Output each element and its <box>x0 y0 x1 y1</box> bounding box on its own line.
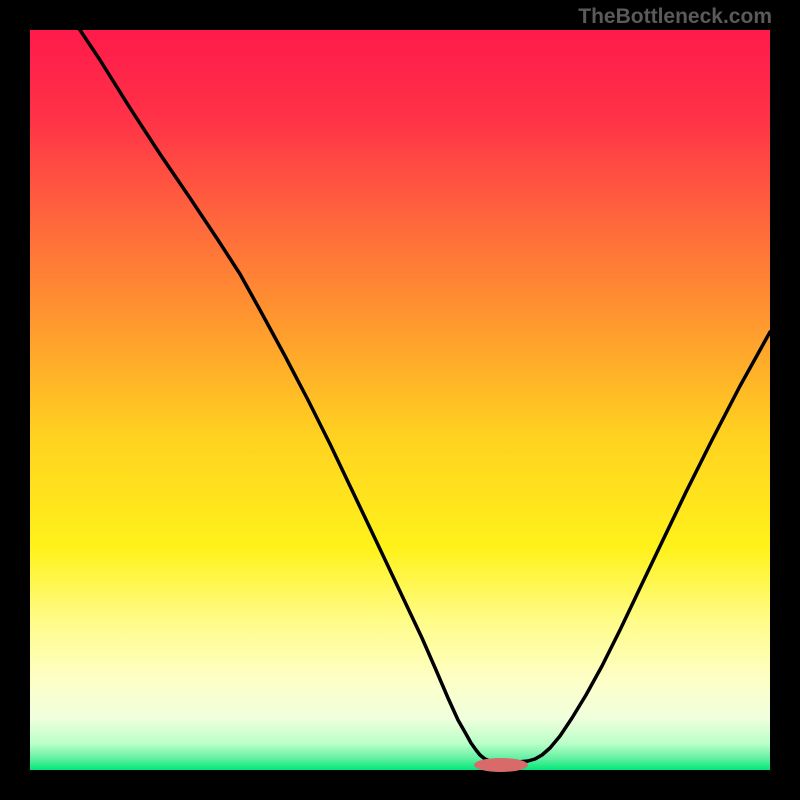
plot-background <box>30 30 770 770</box>
watermark-text: TheBottleneck.com <box>578 5 772 29</box>
optimum-marker <box>474 758 528 772</box>
chart-svg <box>0 0 800 800</box>
chart-frame: TheBottleneck.com <box>0 0 800 800</box>
